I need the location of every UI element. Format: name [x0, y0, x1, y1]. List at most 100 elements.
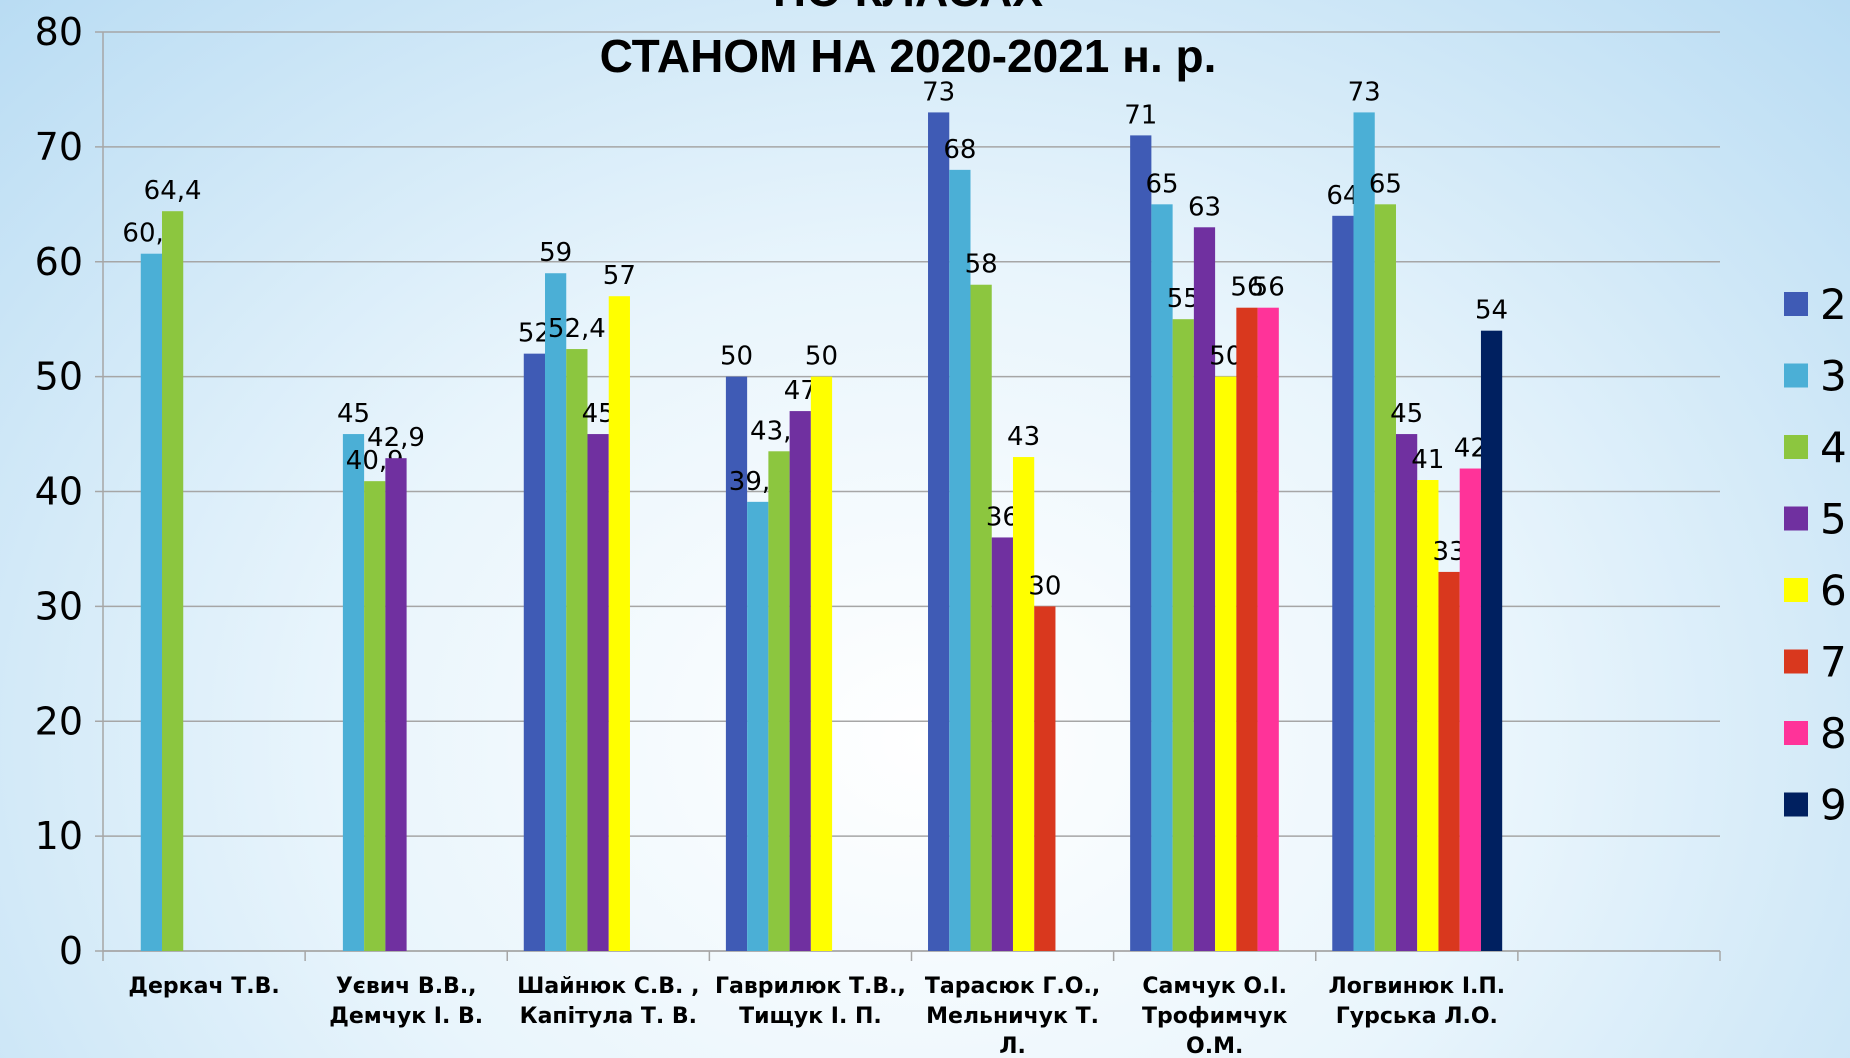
data-label: 42,9: [367, 423, 425, 453]
bar: [545, 273, 567, 951]
data-label: 64,4: [144, 176, 202, 206]
x-tick-label-line: Тищук І. П.: [739, 1004, 882, 1029]
bar: [1417, 480, 1439, 951]
y-tick-label: 10: [35, 814, 83, 858]
bar: [1130, 135, 1152, 951]
data-label: 73: [1348, 77, 1381, 107]
x-tick-label-line: Гурська Л.О.: [1336, 1004, 1498, 1029]
data-label: 59: [539, 238, 572, 268]
legend-swatch: [1784, 292, 1808, 316]
legend-label: 5: [1820, 495, 1847, 544]
bar: [1374, 204, 1396, 951]
x-tick-label-line: Капітула Т. В.: [520, 1004, 697, 1029]
legend-swatch: [1784, 506, 1808, 531]
legend-label: 9: [1820, 781, 1847, 830]
bar: [768, 451, 790, 951]
x-tick-label-line: Трофимчук: [1142, 1004, 1288, 1029]
legend-swatch: [1784, 578, 1808, 602]
legend-label: 2: [1820, 280, 1847, 329]
data-label: 68: [943, 135, 976, 165]
legend-label: 3: [1820, 352, 1847, 401]
bar: [949, 169, 971, 952]
bar: [1332, 215, 1354, 952]
data-label: 45: [337, 399, 370, 429]
data-label: 45: [1390, 399, 1423, 429]
data-label: 58: [965, 250, 998, 280]
y-tick-label: 60: [35, 240, 83, 284]
legend-swatch: [1784, 435, 1808, 459]
legend-label: 4: [1820, 423, 1847, 472]
x-tick-label: Гаврилюк Т.В., Тищук І. П.: [715, 974, 906, 1029]
x-tick-label-line: О.М.: [1186, 1034, 1243, 1058]
data-label: 63: [1188, 192, 1221, 222]
data-label: 54: [1475, 296, 1508, 326]
x-tick-label-line: Гаврилюк Т.В.,: [715, 974, 906, 999]
y-tick-label: 0: [59, 929, 83, 973]
x-tick-label-line: Самчук О.І.: [1142, 974, 1287, 999]
bar: [608, 296, 630, 951]
bar: [1236, 307, 1258, 951]
bar: [1353, 112, 1375, 952]
x-tick-label: Самчук О.І. Трофимчук О.М.: [1142, 974, 1288, 1058]
bar: [364, 481, 386, 951]
bar: [725, 376, 748, 951]
x-tick-label-line: Л.: [999, 1034, 1026, 1058]
bar: [991, 537, 1013, 951]
bar: [1193, 227, 1216, 952]
legend-label: 7: [1820, 638, 1847, 687]
bar: [162, 211, 184, 951]
bar: [747, 501, 769, 951]
x-tick-label-line: Демчук І. В.: [329, 1004, 483, 1029]
x-tick-label-line: Шайнюк С.В. ,: [517, 974, 699, 999]
data-label: 52,4: [548, 314, 606, 344]
x-tick-label-line: Логвинюк І.П.: [1328, 974, 1505, 999]
data-label: 65: [1145, 169, 1178, 199]
bar: [1395, 434, 1418, 951]
x-tick-label: Логвинюк І.П. Гурська Л.О.: [1328, 974, 1505, 1029]
data-label: 56: [1252, 273, 1285, 303]
bar: [970, 284, 992, 952]
bar: [140, 253, 162, 952]
y-tick-label: 80: [35, 10, 83, 54]
data-label: 30: [1028, 571, 1061, 601]
data-label: 56: [1230, 273, 1263, 303]
legend-swatch: [1784, 721, 1808, 745]
bar: [1034, 606, 1056, 951]
x-tick-label-line: Мельничук Т.: [926, 1004, 1099, 1029]
y-tick-label: 40: [35, 470, 83, 514]
bar: [1459, 468, 1481, 951]
bar: [1257, 307, 1279, 951]
bar: [789, 411, 811, 951]
x-tick-label: Тарасюк Г.О., Мельничук Т. Л.: [925, 974, 1100, 1058]
x-tick-label-line: Тарасюк Г.О.,: [925, 974, 1100, 999]
legend-label: 8: [1820, 709, 1847, 758]
legend-swatch: [1784, 649, 1808, 674]
bar: [1151, 204, 1173, 951]
data-label: 71: [1124, 100, 1157, 130]
y-tick-label: 70: [35, 125, 83, 169]
bar: [810, 376, 833, 951]
bar: [1480, 330, 1503, 951]
x-tick-label: Шайнюк С.В. , Капітула Т. В.: [517, 974, 699, 1029]
data-label: 50: [805, 342, 838, 372]
chart-title-line: ПО КЛАСАХ: [773, 0, 1043, 16]
bar: [342, 434, 365, 951]
bar: [566, 349, 588, 951]
data-label: 73: [922, 77, 955, 107]
x-tick-label-line: Деркач Т.В.: [128, 974, 279, 999]
data-label: 41: [1411, 445, 1444, 475]
data-label: 65: [1369, 169, 1402, 199]
bar: [1012, 457, 1035, 951]
legend-swatch: [1784, 792, 1808, 817]
bar: [523, 353, 546, 951]
data-label: 50: [720, 342, 753, 372]
y-tick-label: 50: [35, 355, 83, 399]
y-tick-label: 30: [35, 584, 83, 628]
data-label: 57: [603, 261, 636, 291]
data-label: 43: [1007, 422, 1040, 452]
bar: [385, 458, 407, 951]
bar: [1172, 319, 1194, 951]
y-tick-label: 20: [35, 699, 83, 743]
